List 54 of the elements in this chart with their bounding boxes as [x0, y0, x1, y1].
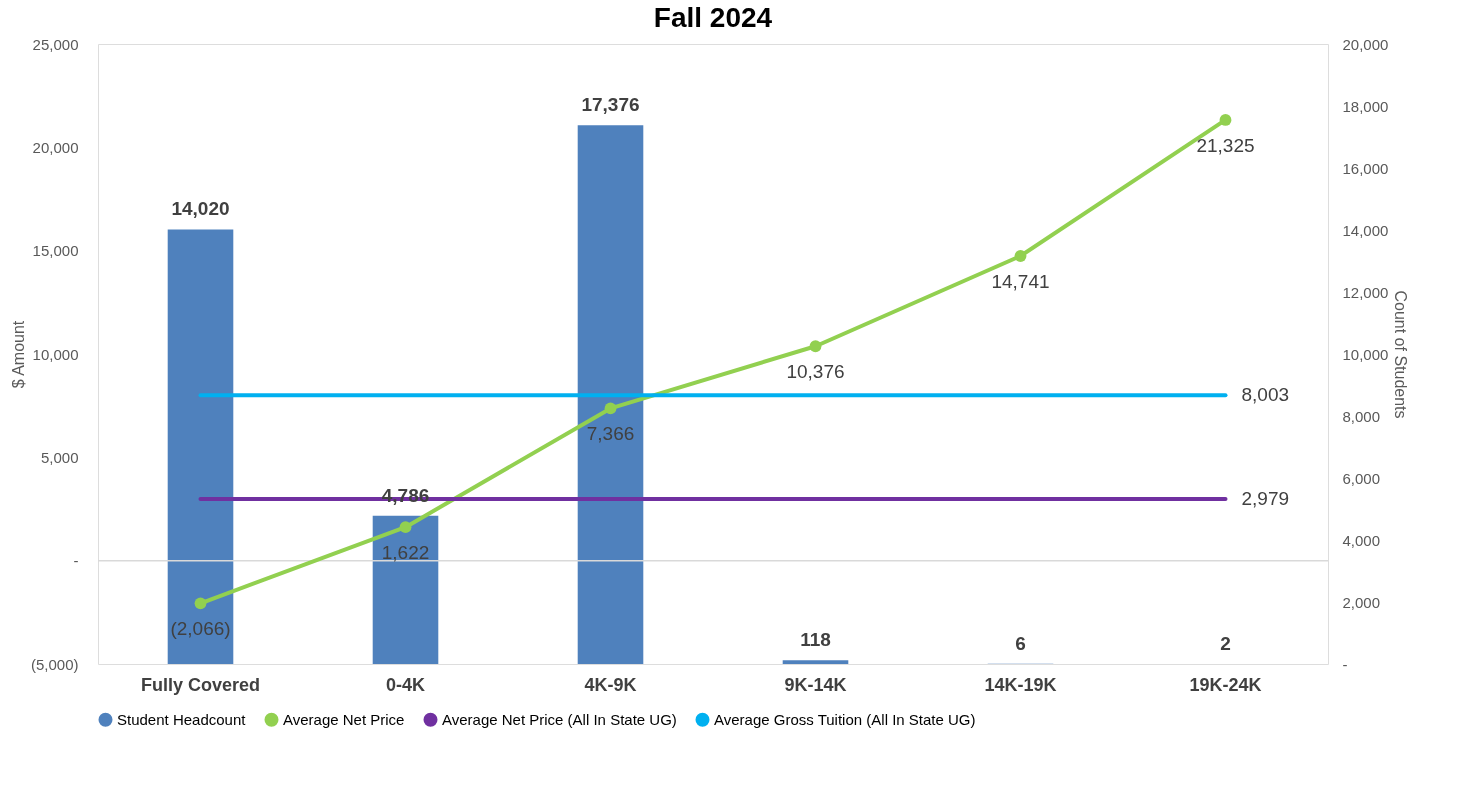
bar [782, 660, 849, 664]
data-label: 7,366 [586, 423, 635, 445]
data-label: 6 [1015, 632, 1026, 654]
y2-axis-title: Count of Students [1392, 290, 1410, 419]
y-tick-label: 10,000 [32, 345, 79, 363]
x-tick-label: 0-4K [385, 674, 426, 695]
bar [167, 229, 234, 664]
point [399, 521, 412, 534]
point [1014, 250, 1027, 262]
data-label: 14,020 [171, 198, 230, 220]
legend-label: Average Net Price (All In State UG) [442, 710, 677, 728]
data-label: 1,622 [381, 542, 430, 564]
y-axis-title: $ Amount [9, 320, 27, 389]
bar [577, 125, 644, 664]
legend-label: Average Gross Tuition (All In State UG) [714, 710, 976, 728]
y2-tick-label: 8,000 [1342, 407, 1381, 425]
y2-tick-label: 2,000 [1342, 593, 1381, 611]
legend-label: Average Net Price [283, 710, 405, 728]
y2-tick-label: 6,000 [1342, 469, 1381, 487]
data-label: (2,066) [170, 618, 231, 640]
point [1219, 114, 1232, 126]
legend-label: Student Headcount [117, 710, 247, 728]
y2-tick-label: 18,000 [1342, 97, 1389, 115]
y2-tick-label: 10,000 [1342, 345, 1389, 363]
y-tick-label: 25,000 [32, 35, 79, 53]
data-label: 2,979 [1241, 488, 1290, 510]
data-label: 8,003 [1241, 384, 1290, 406]
data-label: 118 [800, 629, 831, 651]
x-tick-label: 14K-19K [984, 674, 1057, 695]
x-tick-label: 4K-9K [584, 674, 637, 695]
data-label: 2 [1220, 632, 1231, 654]
bar [372, 515, 439, 664]
y2-tick-label: 4,000 [1342, 531, 1381, 549]
y2-tick-label: 12,000 [1342, 283, 1389, 301]
y-tick-label: 20,000 [32, 138, 79, 156]
x-tick-label: Fully Covered [140, 674, 261, 695]
y-tick-label: 15,000 [32, 242, 79, 260]
point [604, 402, 617, 415]
chart-title: Fall 2024 [653, 2, 773, 33]
data-label: 17,376 [581, 94, 640, 116]
data-label: 21,325 [1196, 134, 1255, 156]
y2-tick-label: 20,000 [1342, 35, 1389, 53]
data-label: 10,376 [786, 361, 845, 383]
y2-tick-label: 14,000 [1342, 221, 1389, 239]
point [809, 340, 822, 353]
x-tick-label: 19K-24K [1189, 674, 1262, 695]
x-tick-label: 9K-14K [784, 674, 847, 695]
y2-tick-label: 16,000 [1342, 159, 1389, 177]
y-tick-label: (5,000) [30, 655, 79, 673]
data-label: 14,741 [991, 271, 1050, 293]
y-tick-label: - [73, 552, 79, 570]
y-tick-label: 5,000 [40, 448, 79, 466]
y2-tick-label: - [1342, 655, 1348, 673]
point [194, 597, 207, 610]
